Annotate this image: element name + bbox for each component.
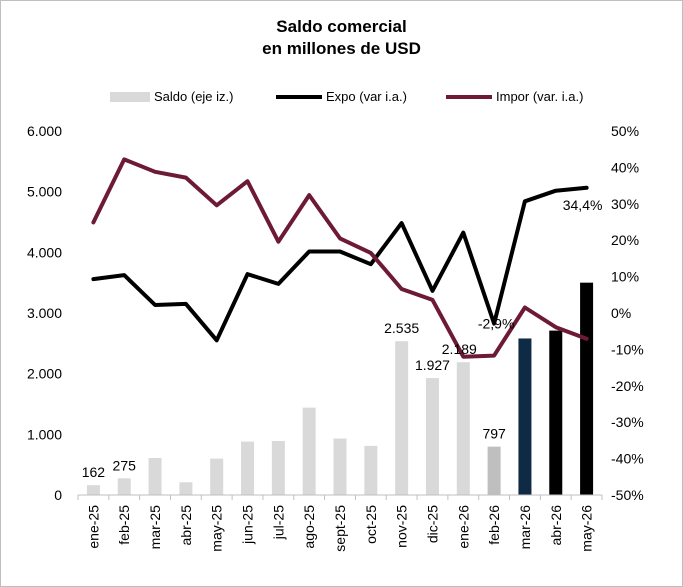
chart-title-line-2: en millones de USD bbox=[262, 39, 421, 58]
bar-saldo-abr-25 bbox=[179, 482, 193, 495]
y-right-tick-label: -20% bbox=[611, 378, 644, 394]
bar-saldo-dic-25 bbox=[425, 378, 439, 495]
y-right-tick-label: 50% bbox=[611, 123, 639, 139]
y-right-tick-label: -10% bbox=[611, 341, 644, 357]
x-tick-label: dic-25 bbox=[424, 505, 440, 543]
data-label: 275 bbox=[113, 457, 137, 473]
bar-saldo-oct-25 bbox=[364, 445, 378, 495]
y-right-tick-label: 10% bbox=[611, 269, 639, 285]
line-impor bbox=[91, 157, 589, 359]
y-left-tick-label: 3.000 bbox=[27, 305, 62, 321]
y-right-tick-label: 20% bbox=[611, 232, 639, 248]
x-tick-label: abr-26 bbox=[548, 505, 564, 546]
y-right-tick-label: 0% bbox=[611, 305, 631, 321]
x-tick-label: feb-25 bbox=[116, 505, 132, 545]
x-axis bbox=[77, 494, 603, 500]
y-right-tick-label: 30% bbox=[611, 196, 639, 212]
x-tick-label: jun-25 bbox=[240, 505, 256, 545]
y-left-tick-label: 6.000 bbox=[27, 123, 62, 139]
data-label: 34,4% bbox=[563, 197, 603, 213]
chart-title-line-1: Saldo comercial bbox=[276, 17, 407, 36]
legend-label-expo: Expo (var i.a.) bbox=[326, 89, 407, 104]
y-left-tick-label: 5.000 bbox=[27, 184, 62, 200]
bar-saldo-feb-26 bbox=[487, 446, 501, 495]
bar-saldo-feb-25 bbox=[117, 478, 131, 495]
x-tick-label: sept-25 bbox=[332, 505, 348, 552]
x-tick-label: oct-25 bbox=[363, 505, 379, 544]
y-left-tick-label: 0 bbox=[54, 487, 62, 503]
x-tick-label: may-26 bbox=[579, 505, 595, 552]
data-label: 162 bbox=[82, 464, 106, 480]
bar-saldo-jun-25 bbox=[241, 441, 255, 495]
bar-saldo-ene-25 bbox=[86, 485, 100, 495]
y-left-tick-label: 4.000 bbox=[27, 244, 62, 260]
saldo-bars bbox=[86, 282, 594, 495]
y-right-tick-label: -40% bbox=[611, 451, 644, 467]
legend-item-impor: Impor (var. i.a.) bbox=[446, 89, 583, 104]
chart-title: Saldo comercial en millones de USD bbox=[0, 16, 683, 60]
bar-saldo-may-26 bbox=[580, 282, 594, 495]
legend-item-expo: Expo (var i.a.) bbox=[276, 89, 407, 104]
data-label: 2.535 bbox=[384, 320, 419, 336]
y-left-tick-label: 1.000 bbox=[27, 426, 62, 442]
bar-saldo-jul-25 bbox=[271, 441, 285, 495]
chart-legend: Saldo (eje iz.) Expo (var i.a.) Impor (v… bbox=[0, 89, 683, 107]
legend-swatch-saldo bbox=[110, 91, 150, 102]
legend-swatch-expo bbox=[276, 94, 322, 99]
x-tick-label: may-25 bbox=[209, 505, 225, 552]
x-tick-label: abr-25 bbox=[178, 505, 194, 546]
bar-saldo-may-25 bbox=[210, 458, 224, 495]
x-tick-label: ene-25 bbox=[85, 505, 101, 549]
x-tick-label: ago-25 bbox=[301, 505, 317, 549]
bar-saldo-ago-25 bbox=[302, 407, 316, 495]
x-tick-label: mar-26 bbox=[517, 505, 533, 550]
x-tick-label: ene-26 bbox=[455, 505, 471, 549]
y-right-tick-label: -30% bbox=[611, 414, 644, 430]
bar-saldo-nov-25 bbox=[395, 341, 409, 495]
bar-saldo-mar-25 bbox=[148, 457, 162, 495]
x-tick-label: mar-25 bbox=[147, 505, 163, 550]
y-right-tick-label: 40% bbox=[611, 159, 639, 175]
x-tick-label: nov-25 bbox=[394, 505, 410, 548]
bar-saldo-ene-26 bbox=[456, 362, 470, 495]
line-expo bbox=[91, 185, 589, 343]
legend-label-impor: Impor (var. i.a.) bbox=[496, 89, 584, 104]
axis-ticks: 0 1.000 2.000 3.000 4.000 5.000 6.000 -50% -40% -… bbox=[27, 123, 644, 552]
y-right-tick-label: -50% bbox=[611, 487, 644, 503]
x-tick-label: jul-25 bbox=[270, 505, 286, 540]
legend-swatch-impor bbox=[446, 94, 492, 99]
variation-lines bbox=[91, 157, 589, 359]
data-label: 797 bbox=[482, 426, 506, 442]
legend-item-saldo: Saldo (eje iz.) bbox=[110, 89, 233, 104]
legend-label-saldo: Saldo (eje iz.) bbox=[154, 89, 234, 104]
bar-saldo-sept-25 bbox=[333, 438, 347, 495]
data-label: 1.927 bbox=[415, 357, 450, 373]
bar-saldo-mar-26 bbox=[518, 338, 532, 495]
data-label: -2,9% bbox=[478, 316, 515, 332]
x-tick-label: feb-26 bbox=[486, 505, 502, 545]
bar-saldo-abr-26 bbox=[549, 330, 563, 495]
y-left-tick-label: 2.000 bbox=[27, 366, 62, 382]
data-label: 2.189 bbox=[442, 341, 477, 357]
